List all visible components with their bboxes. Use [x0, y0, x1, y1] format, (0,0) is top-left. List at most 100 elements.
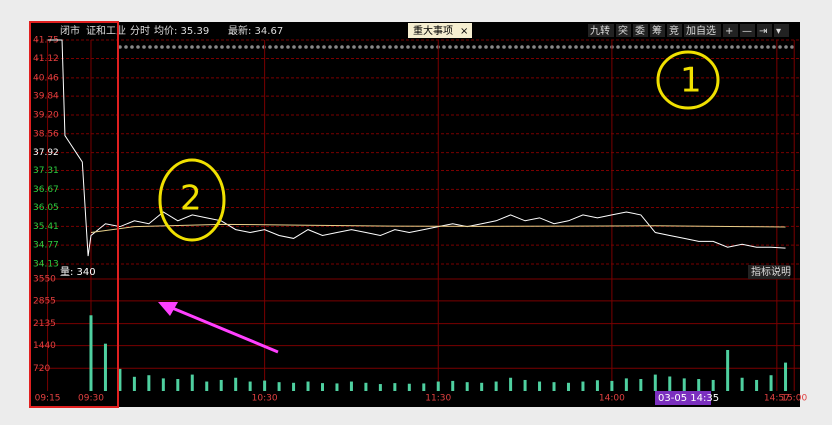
volume-bar: [711, 379, 715, 391]
event-dot: [358, 45, 362, 49]
y-tick-label: 34.77: [33, 241, 59, 251]
event-dot: [430, 45, 434, 49]
volume-bar: [422, 383, 426, 391]
button-bg[interactable]: [633, 24, 648, 37]
button[interactable]: 竞: [669, 24, 679, 37]
button-bg[interactable]: [723, 24, 738, 37]
event-dot: [748, 45, 752, 49]
event-dot: [256, 45, 260, 49]
volume-bar: [103, 343, 107, 391]
volume-bar: [176, 379, 180, 391]
y-tick-label: 39.20: [33, 110, 59, 120]
event-dot: [514, 45, 518, 49]
button-bg[interactable]: [667, 24, 682, 37]
event-dot: [130, 45, 134, 49]
event-dot: [232, 45, 236, 49]
event-dot: [520, 45, 524, 49]
y-tick-label: 34.13: [33, 260, 59, 270]
y-tick-label: 37.92: [33, 148, 59, 158]
event-dot: [328, 45, 332, 49]
button-bg[interactable]: [757, 24, 772, 37]
avg: 均价: 35.39: [154, 25, 209, 37]
volume-bar: [277, 382, 281, 391]
button-bg[interactable]: [684, 24, 721, 37]
arrow-head: [158, 302, 178, 316]
event-dot: [742, 45, 746, 49]
event-dot: [172, 45, 176, 49]
volume-bar: [480, 382, 484, 391]
event-dot: [778, 45, 782, 49]
volume-bar: [118, 368, 122, 391]
button[interactable]: 加自选: [686, 24, 716, 37]
volume-bar: [755, 379, 759, 391]
event-dot: [532, 45, 536, 49]
event-dot: [448, 45, 452, 49]
tab-close[interactable]: ×: [460, 26, 468, 37]
volume-bar: [682, 378, 686, 391]
button[interactable]: 九转: [590, 24, 610, 37]
event-dot: [178, 45, 182, 49]
volume-bar: [292, 382, 296, 391]
event-dot: [790, 45, 794, 49]
annotation-circle: [158, 158, 226, 242]
button[interactable]: ▾: [776, 26, 781, 37]
button-bg[interactable]: [774, 24, 789, 37]
volume-bar: [639, 379, 643, 391]
event-dot: [244, 45, 248, 49]
stock: 证和工业: [86, 25, 126, 37]
indicator-btn-bg[interactable]: [748, 265, 790, 279]
volume-bar: [161, 378, 165, 391]
event-dot: [694, 45, 698, 49]
arrow: [164, 303, 279, 354]
y-tick-label: 38.56: [33, 129, 59, 139]
y-tick-label: 36.05: [33, 203, 59, 213]
event-dot: [268, 45, 272, 49]
y-tick-label: 39.84: [33, 92, 59, 102]
button[interactable]: +: [725, 26, 733, 37]
button-bg[interactable]: [650, 24, 665, 37]
event-dot: [712, 45, 716, 49]
volume-bar: [234, 377, 238, 391]
tab[interactable]: 重大事项: [413, 24, 453, 37]
event-dot: [586, 45, 590, 49]
button[interactable]: 突: [618, 24, 628, 37]
annotation: 1: [680, 61, 702, 101]
header: 闭市 证和工业 分时 均价: 35.39 最新: 34.67 重大事项 ×: [60, 23, 472, 38]
event-dot: [322, 45, 326, 49]
event-dot: [652, 45, 656, 49]
event-dot: [442, 45, 446, 49]
latest: 最新: 34.67: [228, 24, 283, 37]
button[interactable]: 委: [635, 24, 645, 37]
y-tick-label: 720: [33, 364, 50, 374]
event-dot: [316, 45, 320, 49]
volume-bar: [784, 362, 788, 391]
button-bg[interactable]: [740, 24, 755, 37]
volume-bar: [393, 383, 397, 391]
event-dot: [640, 45, 644, 49]
event-dot: [220, 45, 224, 49]
event-dot: [700, 45, 704, 49]
event-dot: [304, 45, 308, 49]
event-dot: [352, 45, 356, 49]
event-dot: [754, 45, 758, 49]
button[interactable]: ⇥: [759, 26, 767, 37]
y-tick-label: 41.12: [33, 54, 59, 64]
event-dot: [418, 45, 422, 49]
tab-bg[interactable]: [408, 23, 472, 38]
date-badge-bg: [655, 391, 711, 405]
event-dot: [124, 45, 128, 49]
button-bg[interactable]: [588, 24, 614, 37]
button[interactable]: 筹: [652, 24, 662, 37]
volume-bar: [726, 349, 730, 391]
indicator-button[interactable]: 指标说明: [751, 265, 791, 278]
volume-bar: [624, 378, 628, 391]
event-dot: [658, 45, 662, 49]
button[interactable]: —: [742, 26, 752, 37]
event-dot: [454, 45, 458, 49]
volume-bar: [552, 382, 556, 391]
button-bg[interactable]: [616, 24, 631, 37]
event-dot: [682, 45, 686, 49]
event-dot: [622, 45, 626, 49]
